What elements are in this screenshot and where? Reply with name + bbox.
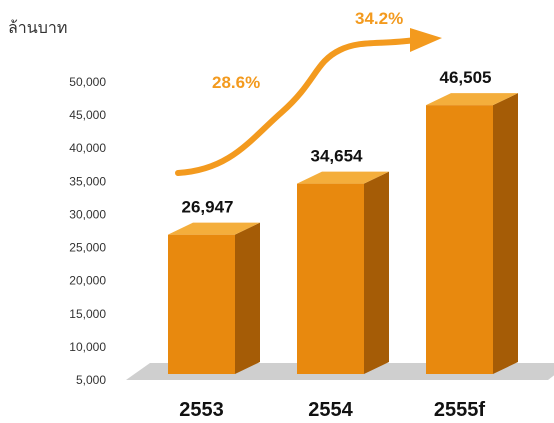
bar-side [235,222,260,374]
y-tick-label: 10,000 [69,340,106,354]
growth-arrow-head [410,28,442,52]
bar-side [493,93,518,375]
bars: 26,947 34,654 46,505 [168,68,518,375]
data-label: 26,947 [182,198,234,217]
data-label: 34,654 [311,147,364,166]
growth-arrow [175,37,418,176]
growth-label-2554: 28.6% [212,73,260,92]
bar-2554: 34,654 [297,147,389,374]
bar-2555f: 46,505 [426,68,518,375]
y-tick-label: 30,000 [69,207,106,221]
unit-label: ล้านบาท [8,18,67,37]
y-tick-label: 25,000 [69,241,106,255]
y-tick-label: 15,000 [69,307,106,321]
y-tick-label: 50,000 [69,75,106,89]
data-label: 46,505 [440,68,492,87]
bar-top [297,171,389,184]
growth-label-2555f: 34.2% [355,9,403,28]
x-tick-label: 2555f [434,399,485,421]
y-tick-label: 5,000 [76,373,106,387]
x-axis: 2553 2554 2555f [179,399,485,421]
bar-front [297,183,364,374]
y-tick-label: 40,000 [69,141,106,155]
bar-top [426,93,518,106]
y-tick-label: 20,000 [69,274,106,288]
y-axis: 5,000 10,000 15,000 20,000 25,000 30,000 35,00… [69,75,106,387]
y-tick-label: 35,000 [69,174,106,188]
x-tick-label: 2554 [308,399,353,421]
bar-front [426,105,493,375]
bar-top [168,222,260,235]
x-tick-label: 2553 [179,399,224,421]
bar-side [364,171,389,374]
bar-2553: 26,947 [168,198,260,374]
bar-front [168,234,235,374]
y-tick-label: 45,000 [69,108,106,122]
